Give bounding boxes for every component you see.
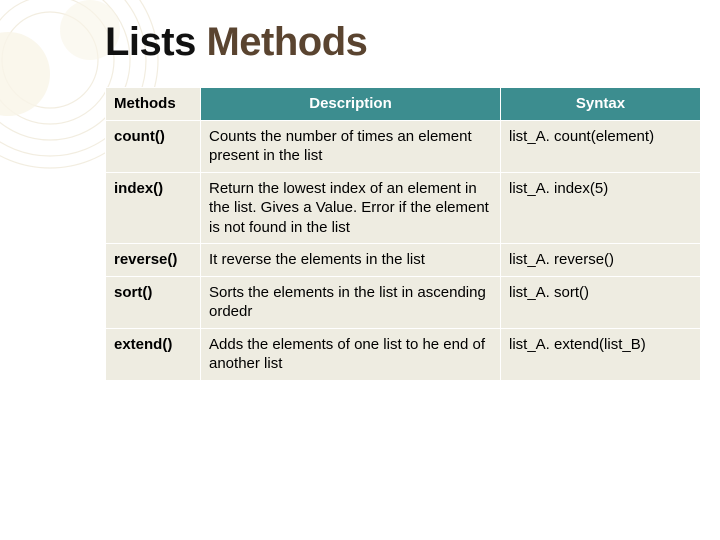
table-row: extend() Adds the elements of one list t… bbox=[106, 328, 701, 380]
cell-syntax: list_A. index(5) bbox=[501, 172, 701, 244]
title-text: Lists bbox=[105, 20, 206, 64]
table-row: count() Counts the number of times an el… bbox=[106, 120, 701, 172]
cell-method: count() bbox=[106, 120, 201, 172]
title-accent: Methods bbox=[206, 20, 367, 64]
slide-content: Lists Methods Methods Description Syntax… bbox=[0, 0, 720, 381]
col-header-description: Description bbox=[201, 88, 501, 121]
methods-table: Methods Description Syntax count() Count… bbox=[105, 87, 701, 381]
cell-method: index() bbox=[106, 172, 201, 244]
col-header-syntax: Syntax bbox=[501, 88, 701, 121]
cell-method: reverse() bbox=[106, 244, 201, 277]
cell-description: Return the lowest index of an element in… bbox=[201, 172, 501, 244]
cell-syntax: list_A. extend(list_B) bbox=[501, 328, 701, 380]
table-row: reverse() It reverse the elements in the… bbox=[106, 244, 701, 277]
slide: Lists Methods Methods Description Syntax… bbox=[0, 0, 720, 540]
table-row: index() Return the lowest index of an el… bbox=[106, 172, 701, 244]
slide-title: Lists Methods bbox=[105, 20, 700, 65]
cell-method: sort() bbox=[106, 276, 201, 328]
cell-description: It reverse the elements in the list bbox=[201, 244, 501, 277]
cell-description: Sorts the elements in the list in ascend… bbox=[201, 276, 501, 328]
cell-syntax: list_A. sort() bbox=[501, 276, 701, 328]
cell-description: Adds the elements of one list to he end … bbox=[201, 328, 501, 380]
cell-method: extend() bbox=[106, 328, 201, 380]
cell-syntax: list_A. count(element) bbox=[501, 120, 701, 172]
table-row: sort() Sorts the elements in the list in… bbox=[106, 276, 701, 328]
cell-syntax: list_A. reverse() bbox=[501, 244, 701, 277]
table-header-row: Methods Description Syntax bbox=[106, 88, 701, 121]
cell-description: Counts the number of times an element pr… bbox=[201, 120, 501, 172]
col-header-method: Methods bbox=[106, 88, 201, 121]
